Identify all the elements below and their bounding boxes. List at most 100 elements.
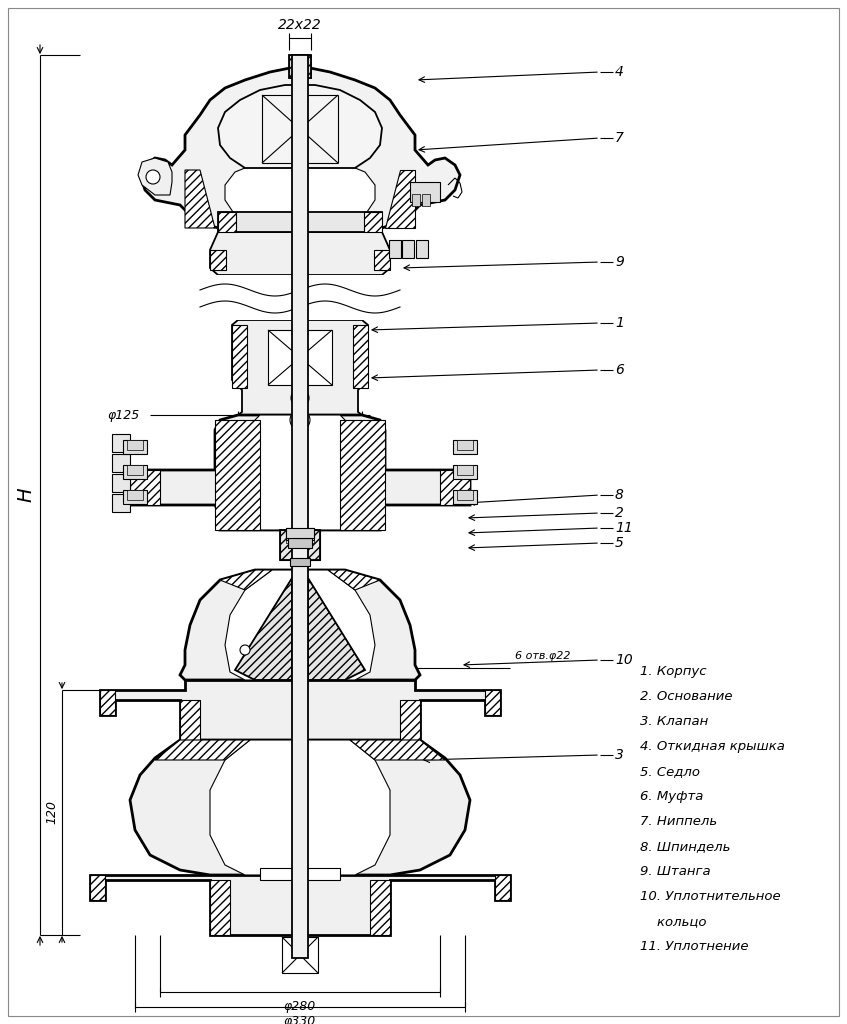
Text: 10. Уплотнительное: 10. Уплотнительное — [640, 890, 781, 903]
Bar — [453, 440, 477, 454]
Polygon shape — [210, 740, 390, 874]
Text: 7. Ниппель: 7. Ниппель — [640, 815, 717, 828]
Text: 5. Седло: 5. Седло — [640, 765, 700, 778]
Polygon shape — [495, 874, 510, 900]
Polygon shape — [130, 470, 160, 505]
Polygon shape — [180, 570, 420, 680]
Text: H: H — [16, 487, 36, 503]
Text: 3. Клапан: 3. Клапан — [640, 715, 708, 728]
Bar — [286, 528, 314, 538]
Bar — [123, 490, 147, 504]
Text: 1: 1 — [615, 316, 624, 330]
Circle shape — [290, 410, 310, 430]
Bar — [289, 55, 311, 78]
Bar — [289, 55, 311, 78]
Bar — [282, 937, 318, 973]
Circle shape — [240, 645, 250, 655]
Text: 11. Уплотнение: 11. Уплотнение — [640, 940, 749, 953]
Polygon shape — [235, 578, 292, 680]
Bar — [290, 558, 310, 566]
Polygon shape — [328, 570, 380, 590]
Bar — [127, 440, 143, 450]
Polygon shape — [440, 470, 470, 505]
Bar — [190, 275, 410, 319]
Bar — [292, 55, 308, 958]
Text: VO: VO — [296, 395, 305, 400]
Polygon shape — [255, 415, 345, 530]
Polygon shape — [130, 415, 470, 530]
Bar — [286, 528, 314, 540]
Bar — [292, 48, 308, 958]
Bar — [422, 194, 430, 206]
Text: 11: 11 — [615, 521, 633, 535]
Text: кольцо: кольцо — [640, 915, 706, 928]
Bar — [288, 538, 312, 548]
Text: φ125: φ125 — [108, 409, 140, 422]
Bar — [457, 440, 473, 450]
Text: 7: 7 — [615, 131, 624, 145]
Polygon shape — [90, 874, 105, 900]
Polygon shape — [385, 170, 415, 228]
Bar — [453, 490, 477, 504]
Bar — [457, 490, 473, 500]
Polygon shape — [225, 570, 375, 680]
Polygon shape — [210, 880, 230, 935]
Text: 120: 120 — [46, 800, 58, 824]
Polygon shape — [100, 690, 115, 715]
Bar — [127, 465, 143, 475]
Polygon shape — [130, 740, 470, 874]
Text: 22x22: 22x22 — [278, 18, 322, 32]
Polygon shape — [210, 250, 226, 270]
Polygon shape — [155, 740, 250, 760]
Bar — [402, 240, 414, 258]
Polygon shape — [220, 570, 272, 590]
Text: 1. Корпус: 1. Корпус — [640, 665, 706, 678]
Text: 4. Откидная крышка: 4. Откидная крышка — [640, 740, 785, 753]
Polygon shape — [232, 319, 368, 415]
Bar — [260, 868, 340, 880]
Circle shape — [291, 389, 309, 407]
Bar — [218, 212, 382, 232]
Polygon shape — [138, 158, 172, 195]
Text: 6. Муфта: 6. Муфта — [640, 790, 703, 803]
Bar — [280, 530, 320, 560]
Polygon shape — [100, 680, 500, 740]
Bar — [412, 194, 420, 206]
Text: 2: 2 — [615, 506, 624, 520]
Text: 5: 5 — [615, 536, 624, 550]
Text: 8. Шпиндель: 8. Шпиндель — [640, 840, 730, 853]
Text: 9: 9 — [615, 255, 624, 269]
Polygon shape — [225, 163, 375, 228]
Text: 6 отв.φ22: 6 отв.φ22 — [515, 651, 571, 662]
Bar — [112, 474, 130, 492]
Bar — [218, 212, 236, 232]
Polygon shape — [180, 700, 200, 740]
Polygon shape — [90, 874, 510, 935]
Bar — [127, 490, 143, 500]
Text: φ330: φ330 — [284, 1015, 316, 1024]
Bar — [268, 330, 332, 385]
Text: φ280: φ280 — [284, 1000, 316, 1013]
Polygon shape — [400, 700, 420, 740]
Bar — [123, 465, 147, 479]
Circle shape — [146, 170, 160, 184]
Bar — [123, 440, 147, 454]
Bar — [364, 212, 382, 232]
Bar — [416, 240, 428, 258]
Polygon shape — [350, 740, 445, 760]
Text: 6: 6 — [615, 362, 624, 377]
Polygon shape — [308, 578, 365, 680]
Polygon shape — [374, 250, 390, 270]
Polygon shape — [215, 420, 260, 530]
Text: 10: 10 — [615, 653, 633, 667]
Polygon shape — [485, 690, 500, 715]
Circle shape — [297, 449, 307, 458]
Bar — [112, 454, 130, 472]
Bar — [410, 182, 440, 202]
Bar — [280, 530, 320, 560]
Polygon shape — [140, 68, 460, 232]
Bar — [112, 434, 130, 452]
Polygon shape — [340, 420, 385, 530]
Polygon shape — [370, 880, 390, 935]
Text: 2. Основание: 2. Основание — [640, 690, 733, 703]
